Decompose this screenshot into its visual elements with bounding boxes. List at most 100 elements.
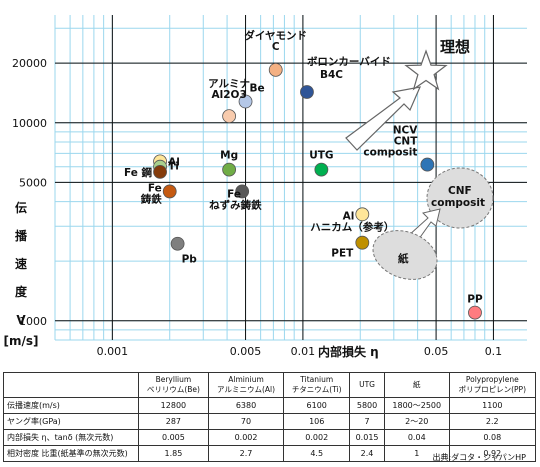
point-label-pb: Pb <box>182 254 198 266</box>
point-al-honeycomb <box>355 207 370 222</box>
y-axis-label-part: V <box>16 313 26 327</box>
table-cell: 2.7 <box>207 445 285 462</box>
point-boron-carbide <box>300 85 314 99</box>
point-ncv <box>420 157 435 172</box>
x-axis-label: 内部損失 η <box>318 344 379 359</box>
point-label-alumina: Al2O3 <box>211 89 246 101</box>
table-cell: 1.85 <box>138 445 209 462</box>
point-fe-nodular <box>235 184 250 199</box>
y-axis-label-part: 伝 <box>15 200 27 215</box>
arrow-to-ideal <box>345 86 422 151</box>
point-label-fe-nodular: ねずみ鋳鉄 <box>209 198 262 211</box>
table-row: ヤング率(GPa) 287 70 106 7 2～20 2.2 <box>3 413 537 430</box>
table-cell: 5800 <box>349 397 385 414</box>
y-tick-label: 5000 <box>19 176 47 189</box>
point-label-boron-carbide: B4C <box>320 69 343 81</box>
table-cell: 0.015 <box>349 429 385 446</box>
point-label-al-honeycomb: Al <box>343 210 355 222</box>
x-tick-label: 0.005 <box>230 345 262 358</box>
point-fe-steel <box>153 164 167 179</box>
table-cell: 2.4 <box>349 445 385 462</box>
x-tick-labels: 0.001 0.005 0.01 0.05 0.1 <box>97 345 503 358</box>
table-cell: 1100 <box>448 397 537 414</box>
y-axis-label-part: 度 <box>15 284 28 299</box>
table-row: 内部損失 η、tanδ (無次元数) 0.005 0.002 0.002 0.0… <box>3 429 537 446</box>
y-tick-labels: 1000 5000 10000 20000 <box>12 57 47 328</box>
table-row: 伝播速度(m/s) 12800 6380 6100 5800 1800～2500… <box>3 397 537 414</box>
point-label-fe-cast: 鋳鉄 <box>140 192 162 205</box>
row-header: ヤング率(GPa) <box>3 413 139 430</box>
table-cell: 0.92 <box>448 445 537 462</box>
x-tick-label: 0.001 <box>97 345 129 358</box>
column-header: Beryllium ベリリウム(Be) <box>138 372 209 398</box>
point-mg <box>222 162 237 177</box>
point-label-diamond: C <box>272 41 280 53</box>
point-label-fe-nodular: Fe <box>227 188 241 200</box>
point-label-ncv: CNT <box>394 136 418 148</box>
column-header: Titanium チタニウム(Ti) <box>283 372 351 398</box>
point-label-fe-cast: Fe <box>148 182 162 194</box>
table-cell: 2.2 <box>448 413 537 430</box>
ideal-label: 理想 <box>440 38 470 56</box>
table-cell: 287 <box>138 413 209 430</box>
column-header: 紙 <box>383 372 450 398</box>
point-label-alumina: アルミナ <box>208 78 250 90</box>
table-row: 相対密度 比重(紙基準の無次元数) 1.85 2.7 4.5 2.4 1 0.9… <box>3 445 537 462</box>
cnf-composit-region: CNF composit <box>426 167 494 229</box>
point-label-ncv: composit <box>363 147 417 159</box>
table-cell: 106 <box>283 413 351 430</box>
table-cell: 6380 <box>207 397 285 414</box>
point-label-utg: UTG <box>309 150 333 162</box>
cnf-label-line-2: composit <box>431 197 485 209</box>
row-header: 伝播速度(m/s) <box>3 397 139 414</box>
point-label-beryllium: Be <box>250 83 265 95</box>
table-cell: 2～20 <box>383 413 450 430</box>
point-fe-cast <box>162 184 177 199</box>
source-note: 出典:ダコタ・ジャパンHP <box>432 453 526 462</box>
table-header-row: Beryllium ベリリウム(Be) Alminium アルミニウム(Al) Ti… <box>3 372 537 398</box>
table-cell: 0.08 <box>448 429 537 446</box>
point-label-al-honeycomb: ハニカム（参考） <box>310 220 394 233</box>
x-tick-label: 0.1 <box>485 345 503 358</box>
y-tick-label: 20000 <box>12 57 47 70</box>
ideal-star <box>404 49 448 91</box>
point-label-mg: Mg <box>220 150 238 162</box>
column-header: Polypropylene ポリプロピレン(PP) <box>448 372 537 398</box>
table-cell: 0.002 <box>283 429 351 446</box>
table-cell: 7 <box>349 413 385 430</box>
y-tick-label: 1000 <box>19 315 47 328</box>
table-cell: 0.005 <box>138 429 209 446</box>
point-pet <box>355 235 370 250</box>
point-alumina <box>222 109 237 124</box>
table-cell: 70 <box>207 413 285 430</box>
table-cell: 0.04 <box>383 429 450 446</box>
point-pp <box>468 305 482 320</box>
table-corner <box>3 372 139 398</box>
column-header: Alminium アルミニウム(Al) <box>207 372 285 398</box>
point-beryllium <box>238 94 253 109</box>
paper-label: 紙 <box>398 252 409 265</box>
y-axis-label-part: 播 <box>15 228 28 243</box>
y-axis-label-part: [m/s] <box>4 334 39 348</box>
point-label-fe-steel: Fe 鋼 <box>124 166 153 179</box>
point-label-ti: Ti <box>168 161 179 173</box>
point-label-boron-carbide: ボロンカーバイド <box>307 55 391 68</box>
row-header: 内部損失 η、tanδ (無次元数) <box>3 429 139 446</box>
point-diamond <box>268 62 283 77</box>
y-axis-label-part: 速 <box>15 256 27 271</box>
x-tick-label: 0.01 <box>291 345 316 358</box>
y-tick-label: 10000 <box>12 117 47 130</box>
x-tick-label: 0.05 <box>424 345 449 358</box>
table-cell: 0.002 <box>207 429 285 446</box>
table-cell: 6100 <box>283 397 351 414</box>
point-label-diamond: ダイヤモンド <box>244 29 307 42</box>
table-cell: 12800 <box>138 397 209 414</box>
point-utg <box>314 162 329 177</box>
row-header: 相対密度 比重(紙基準の無次元数) <box>3 445 139 462</box>
point-pb <box>170 236 185 251</box>
point-label-al: Al <box>168 156 180 168</box>
column-header: UTG <box>349 372 385 398</box>
cnf-label-line-1: CNF <box>448 185 472 197</box>
